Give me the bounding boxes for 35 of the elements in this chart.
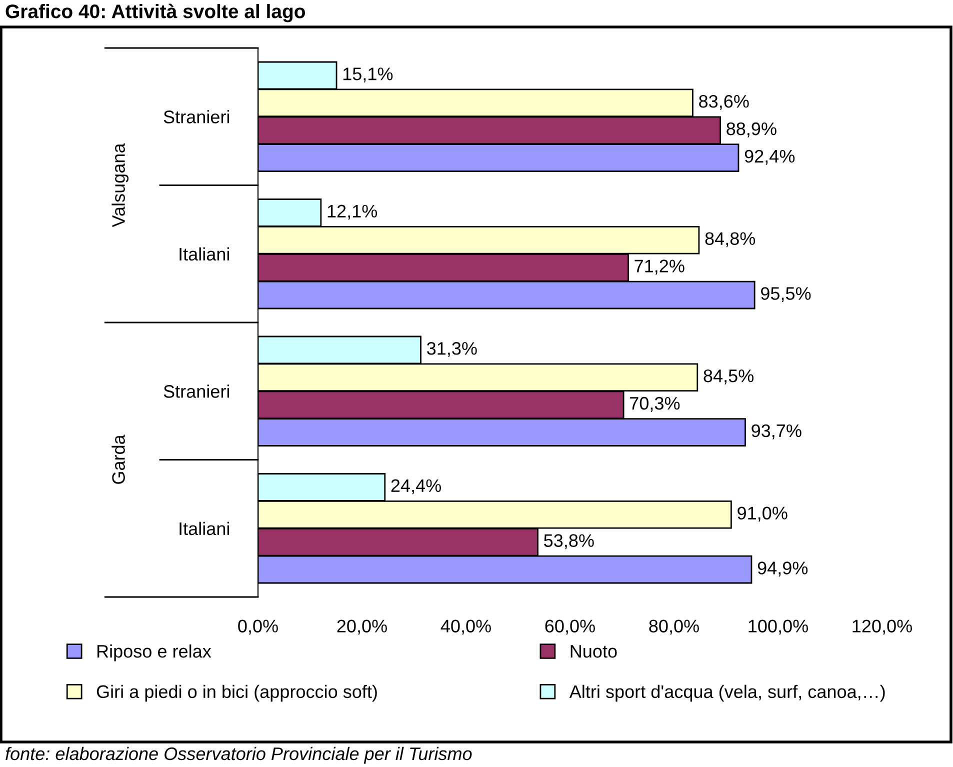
x-tick-label: 40,0% [440,620,491,635]
legend-label: Altri sport d'acqua (vela, surf, canoa,…) [569,684,885,702]
y-tick-label: Italiani [180,247,230,261]
legend-label: Nuoto [570,645,617,658]
data-label: 84,5% [704,369,754,384]
text: Valsugana [112,143,129,228]
data-label: 95,5% [761,287,811,302]
source-note: fonte: elaborazione Osservatorio Provinciale per il Turismo [6,746,472,764]
x-tick-label: 80,0% [649,620,699,635]
data-label: 15,1% [343,68,393,82]
legend-label: Riposo e relax [97,644,212,662]
data-label: 71,2% [634,260,684,275]
data-label: 84,8% [705,232,756,248]
x-tick-label: 120,0% [852,620,912,635]
data-label: 94,9% [758,562,808,577]
x-tick-label: 20,0% [337,620,387,635]
chart-title: Grafico 40: Attività svolte al lago [6,4,305,22]
data-label: 88,9% [726,122,776,138]
data-label: 83,6% [699,94,749,110]
data-label: 53,8% [544,534,594,550]
x-tick-label: 100,0% [748,620,808,635]
data-label: 12,1% [328,204,378,220]
x-tick-label: 0,0% [238,620,278,635]
legend-label: Giri a piedi o in bici (approccio soft) [96,684,377,702]
data-label: 91,0% [738,506,788,522]
data-label: 31,3% [427,342,477,357]
y-tick-label: Stranieri [164,384,230,398]
data-label: 70,3% [630,396,680,412]
y-tick-label: Stranieri [164,110,230,124]
text: Garda [112,434,125,484]
data-label: 93,7% [752,424,802,440]
data-label: 24,4% [391,479,441,494]
data-label: 92,4% [744,150,795,165]
y-tick-label: Italiani [180,522,230,536]
x-tick-label: 60,0% [545,620,595,635]
